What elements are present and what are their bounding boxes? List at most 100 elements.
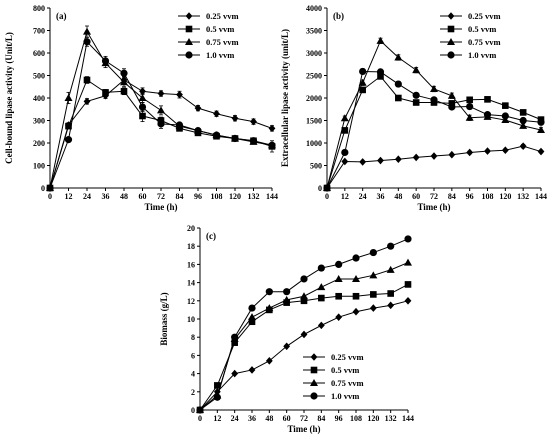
x-tick-label: 72: [430, 192, 438, 201]
legend-marker: [310, 366, 318, 374]
x-tick-label: 144: [402, 414, 414, 423]
legend-entry: 1.0 vvm: [440, 50, 496, 60]
data-point: [501, 146, 509, 154]
data-point: [369, 271, 378, 279]
legend-marker: [447, 25, 455, 33]
data-point: [502, 102, 509, 109]
data-point: [231, 333, 239, 341]
y-tick-label: 500: [310, 162, 322, 171]
data-point: [138, 103, 147, 111]
x-tick-label: 12: [341, 192, 349, 201]
data-point: [394, 80, 402, 88]
legend-marker: [185, 51, 193, 59]
data-point: [370, 291, 377, 298]
panel-label: (c): [206, 231, 216, 241]
data-point: [335, 260, 343, 268]
series-1-0-vvm: [196, 235, 412, 414]
x-tick-label: 12: [213, 414, 221, 423]
data-point: [466, 102, 474, 111]
data-point: [519, 109, 527, 116]
legend-label: 0.5 vvm: [206, 24, 234, 34]
y-tick-label: 800: [33, 4, 45, 13]
y-tick-label: 0: [318, 184, 322, 193]
legend-label: 1.0 vvm: [331, 391, 359, 401]
x-tick-label: 132: [517, 192, 529, 201]
data-point: [248, 304, 256, 312]
data-point: [102, 89, 109, 96]
y-tick-label: 20: [187, 224, 195, 233]
panel-label: (b): [333, 11, 344, 21]
data-point: [448, 100, 456, 107]
x-tick-label: 84: [448, 192, 456, 201]
series-line: [326, 39, 542, 189]
legend-label: 0.75 vvm: [206, 37, 239, 47]
data-point: [65, 122, 72, 130]
y-axis-label: Biomass (g/L): [159, 292, 169, 345]
x-tick-label: 108: [482, 192, 494, 201]
legend-label: 1.0 vvm: [468, 50, 496, 60]
legend-marker: [447, 51, 455, 59]
data-point: [194, 127, 202, 135]
legend-marker: [185, 25, 193, 33]
x-tick-label: 60: [412, 192, 420, 201]
data-point: [369, 248, 377, 257]
data-point: [323, 184, 331, 192]
data-point: [412, 99, 420, 106]
data-point: [317, 283, 326, 291]
data-point: [212, 131, 221, 139]
x-tick-label: 36: [102, 192, 110, 201]
y-tick-label: 12: [187, 297, 195, 306]
legend-label: 0.25 vvm: [468, 11, 501, 21]
data-point: [83, 76, 91, 84]
data-point: [101, 57, 110, 65]
data-point: [194, 104, 202, 112]
data-point: [214, 382, 221, 389]
y-tick-label: 18: [187, 242, 195, 251]
x-tick-label: 96: [194, 192, 202, 201]
legend-marker: [310, 392, 318, 400]
x-tick-label: 36: [248, 414, 256, 423]
data-point: [120, 78, 128, 86]
legend-entry: 0.5 vvm: [440, 24, 496, 34]
x-tick-label: 72: [157, 192, 165, 201]
data-point: [282, 295, 291, 303]
data-point: [537, 118, 545, 126]
x-tick-label: 144: [266, 192, 278, 201]
data-point: [157, 106, 165, 114]
data-point: [317, 264, 325, 272]
legend-marker: [447, 38, 455, 45]
data-point: [139, 112, 146, 120]
data-point: [175, 121, 184, 129]
data-point: [387, 290, 394, 297]
legend-entry: 0.25 vvm: [303, 352, 364, 362]
data-point: [377, 73, 384, 80]
x-tick-label: 24: [359, 192, 367, 201]
y-tick-label: 3500: [306, 27, 322, 36]
data-point: [404, 258, 412, 266]
data-point: [83, 97, 91, 106]
y-tick-label: 200: [33, 139, 45, 148]
data-point: [283, 288, 291, 296]
y-tick-label: 100: [33, 162, 45, 171]
panel-1: 0 100 200 300 400 500 600 700 800 0 12 24 36 48 60 72 84…: [4, 4, 278, 212]
data-point: [358, 78, 367, 86]
y-tick-label: 0: [41, 184, 45, 193]
legend-entry: 0.75 vvm: [303, 378, 364, 388]
legend-entry: 0.25 vvm: [440, 11, 501, 21]
series-0-25-vvm: [46, 76, 276, 192]
x-axis-label: Time (h): [417, 202, 450, 212]
x-axis-label: Time (h): [287, 424, 320, 434]
x-tick-label: 96: [335, 414, 343, 423]
data-point: [83, 27, 91, 35]
y-tick-label: 6: [191, 351, 195, 360]
data-point: [83, 38, 91, 46]
data-point: [537, 147, 545, 156]
legend-marker: [310, 353, 318, 361]
series-1-0-vvm: [323, 67, 545, 192]
data-point: [317, 321, 325, 330]
data-point: [231, 114, 239, 123]
x-tick-label: 48: [265, 414, 273, 423]
data-point: [394, 155, 402, 163]
legend-entry: 0.75 vvm: [178, 37, 239, 47]
